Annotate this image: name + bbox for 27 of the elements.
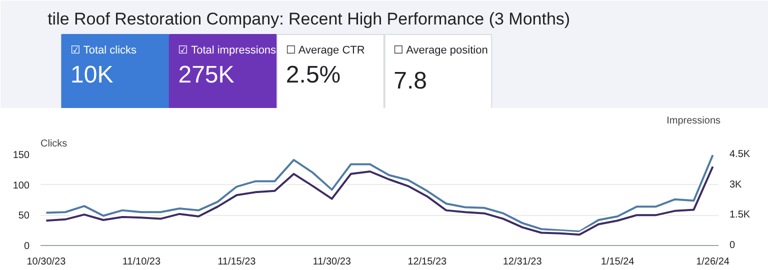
text: 275K [178,62,234,88]
y-tick-label: 100 [12,180,30,192]
y-tick-label: 50 [18,210,30,222]
x-tick-label: 10/30/23 [26,256,66,268]
y2-tick-label: 0 [730,240,736,251]
text: ☑ Total clicks [70,44,138,56]
text: 10K [70,62,114,88]
text: ☑ Total impressions [178,44,277,56]
x-tick-label: 11/15/23 [218,256,256,268]
y-tick-label: 0 [24,241,30,252]
x-tick-label: 11/30/23 [312,256,352,268]
text: ☐ Average position [394,44,488,56]
y-axis-title: Clicks [40,138,68,150]
x-tick-label: 1/26/24 [696,256,730,268]
chart-title: tile Roof Restoration Company: Recent High Performance (3 Months) [48,10,570,28]
text: ☐ Average CTR [286,44,365,56]
text: 7.8 [394,68,427,94]
y2-tick-label: 1.5K [730,210,750,221]
text: 2.5% [286,62,341,88]
y-tick-label: 150 [12,150,30,161]
y2-tick-label: 3K [730,179,742,190]
x-tick-label: 11/10/23 [122,256,161,268]
x-tick-label: 12/31/23 [502,256,542,268]
x-tick-label: 12/15/23 [408,256,448,268]
x-tick-label: 1/15/24 [600,256,635,268]
y2-axis-title: Impressions [666,116,720,126]
y2-tick-label: 4.5K [730,149,750,160]
